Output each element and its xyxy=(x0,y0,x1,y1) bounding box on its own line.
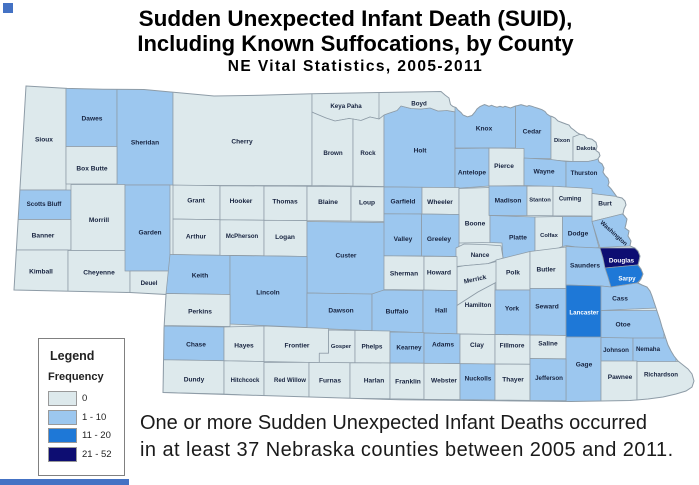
svg-text:Hooker: Hooker xyxy=(230,198,253,205)
svg-text:McPherson: McPherson xyxy=(226,234,259,240)
svg-text:Knox: Knox xyxy=(476,125,493,132)
svg-text:Cuming: Cuming xyxy=(559,197,582,203)
svg-text:Keith: Keith xyxy=(192,272,208,279)
svg-text:Fillmore: Fillmore xyxy=(500,342,525,349)
svg-text:Wayne: Wayne xyxy=(533,168,554,175)
svg-text:Lincoln: Lincoln xyxy=(256,289,279,296)
svg-text:Dundy: Dundy xyxy=(184,376,205,383)
svg-text:Red Willow: Red Willow xyxy=(274,378,306,384)
svg-text:Valley: Valley xyxy=(394,236,413,243)
svg-text:Greeley: Greeley xyxy=(427,236,452,243)
svg-text:Phelps: Phelps xyxy=(362,343,383,350)
svg-text:Cedar: Cedar xyxy=(523,128,542,135)
svg-text:Seward: Seward xyxy=(535,303,558,310)
svg-text:Chase: Chase xyxy=(186,341,206,348)
svg-text:Platte: Platte xyxy=(509,234,527,241)
svg-text:Boone: Boone xyxy=(465,220,486,227)
svg-text:Morrill: Morrill xyxy=(89,217,109,224)
svg-text:Johnson: Johnson xyxy=(603,347,629,354)
svg-text:Custer: Custer xyxy=(336,252,357,259)
svg-text:Dakota: Dakota xyxy=(576,146,596,152)
svg-text:Stanton: Stanton xyxy=(529,198,551,204)
svg-text:Arthur: Arthur xyxy=(186,233,207,240)
svg-text:Colfax: Colfax xyxy=(540,233,558,239)
svg-text:Harlan: Harlan xyxy=(364,377,385,384)
svg-text:Brown: Brown xyxy=(323,150,342,157)
svg-text:Hamilton: Hamilton xyxy=(465,302,492,309)
svg-text:Polk: Polk xyxy=(506,269,520,276)
svg-text:Jefferson: Jefferson xyxy=(535,375,563,382)
svg-text:Gosper: Gosper xyxy=(331,344,352,350)
svg-text:Holt: Holt xyxy=(414,147,428,154)
svg-text:Buffalo: Buffalo xyxy=(386,308,409,315)
svg-text:Franklin: Franklin xyxy=(395,378,421,385)
svg-text:Adams: Adams xyxy=(432,341,454,348)
svg-text:Blaine: Blaine xyxy=(318,199,338,206)
svg-text:Thomas: Thomas xyxy=(272,198,298,205)
svg-text:Perkins: Perkins xyxy=(188,308,212,315)
svg-text:Hitchcock: Hitchcock xyxy=(231,378,260,384)
svg-text:Kearney: Kearney xyxy=(396,344,422,351)
svg-text:Dixon: Dixon xyxy=(554,138,571,144)
svg-text:Scotts Bluff: Scotts Bluff xyxy=(27,201,63,208)
svg-text:Saunders: Saunders xyxy=(570,262,600,269)
svg-text:Dodge: Dodge xyxy=(568,230,589,237)
svg-text:York: York xyxy=(505,305,520,312)
svg-text:Lancaster: Lancaster xyxy=(569,310,599,317)
svg-text:Dawson: Dawson xyxy=(328,307,353,314)
svg-text:Howard: Howard xyxy=(427,269,451,276)
svg-text:Saline: Saline xyxy=(538,340,558,347)
svg-text:Douglas: Douglas xyxy=(609,257,635,264)
svg-text:Logan: Logan xyxy=(275,234,295,241)
svg-text:Frontier: Frontier xyxy=(285,342,310,349)
svg-text:Richardson: Richardson xyxy=(644,372,678,379)
svg-text:Dawes: Dawes xyxy=(82,115,103,122)
svg-text:Nemaha: Nemaha xyxy=(636,346,661,353)
svg-text:Cheyenne: Cheyenne xyxy=(83,269,115,276)
svg-text:Thurston: Thurston xyxy=(571,170,598,177)
svg-text:Burt: Burt xyxy=(598,200,612,207)
svg-text:Sherman: Sherman xyxy=(390,270,418,277)
svg-text:Webster: Webster xyxy=(431,377,457,384)
svg-text:Sarpy: Sarpy xyxy=(618,276,636,283)
svg-text:Butler: Butler xyxy=(536,266,555,273)
svg-text:Clay: Clay xyxy=(470,342,484,349)
svg-text:Deuel: Deuel xyxy=(141,280,158,287)
svg-text:Madison: Madison xyxy=(495,197,522,204)
svg-text:Boyd: Boyd xyxy=(411,101,427,108)
svg-text:Cherry: Cherry xyxy=(231,138,253,145)
svg-text:Rock: Rock xyxy=(360,150,376,157)
svg-text:Keya Paha: Keya Paha xyxy=(330,103,362,110)
svg-text:Sioux: Sioux xyxy=(35,136,53,143)
svg-text:Pierce: Pierce xyxy=(494,163,514,170)
svg-text:Box Butte: Box Butte xyxy=(76,165,107,172)
svg-text:Furnas: Furnas xyxy=(319,377,341,384)
svg-text:Nance: Nance xyxy=(471,252,490,259)
svg-text:Cass: Cass xyxy=(612,295,628,302)
svg-text:Kimball: Kimball xyxy=(29,268,53,275)
svg-text:Loup: Loup xyxy=(359,199,375,206)
svg-text:Garden: Garden xyxy=(138,229,161,236)
svg-text:Pawnee: Pawnee xyxy=(608,374,633,381)
svg-text:Sheridan: Sheridan xyxy=(131,139,159,146)
svg-text:Grant: Grant xyxy=(187,197,205,204)
svg-text:Gage: Gage xyxy=(576,361,593,368)
svg-text:Thayer: Thayer xyxy=(502,376,524,383)
svg-text:Hayes: Hayes xyxy=(234,342,254,349)
svg-text:Garfield: Garfield xyxy=(391,198,416,205)
svg-text:Hall: Hall xyxy=(435,307,447,314)
svg-text:Merrick: Merrick xyxy=(463,274,487,286)
svg-text:Antelope: Antelope xyxy=(458,169,487,176)
svg-text:Nuckolls: Nuckolls xyxy=(465,375,492,382)
svg-text:Otoe: Otoe xyxy=(615,321,630,328)
svg-text:Banner: Banner xyxy=(32,232,55,239)
svg-text:Wheeler: Wheeler xyxy=(427,199,453,206)
